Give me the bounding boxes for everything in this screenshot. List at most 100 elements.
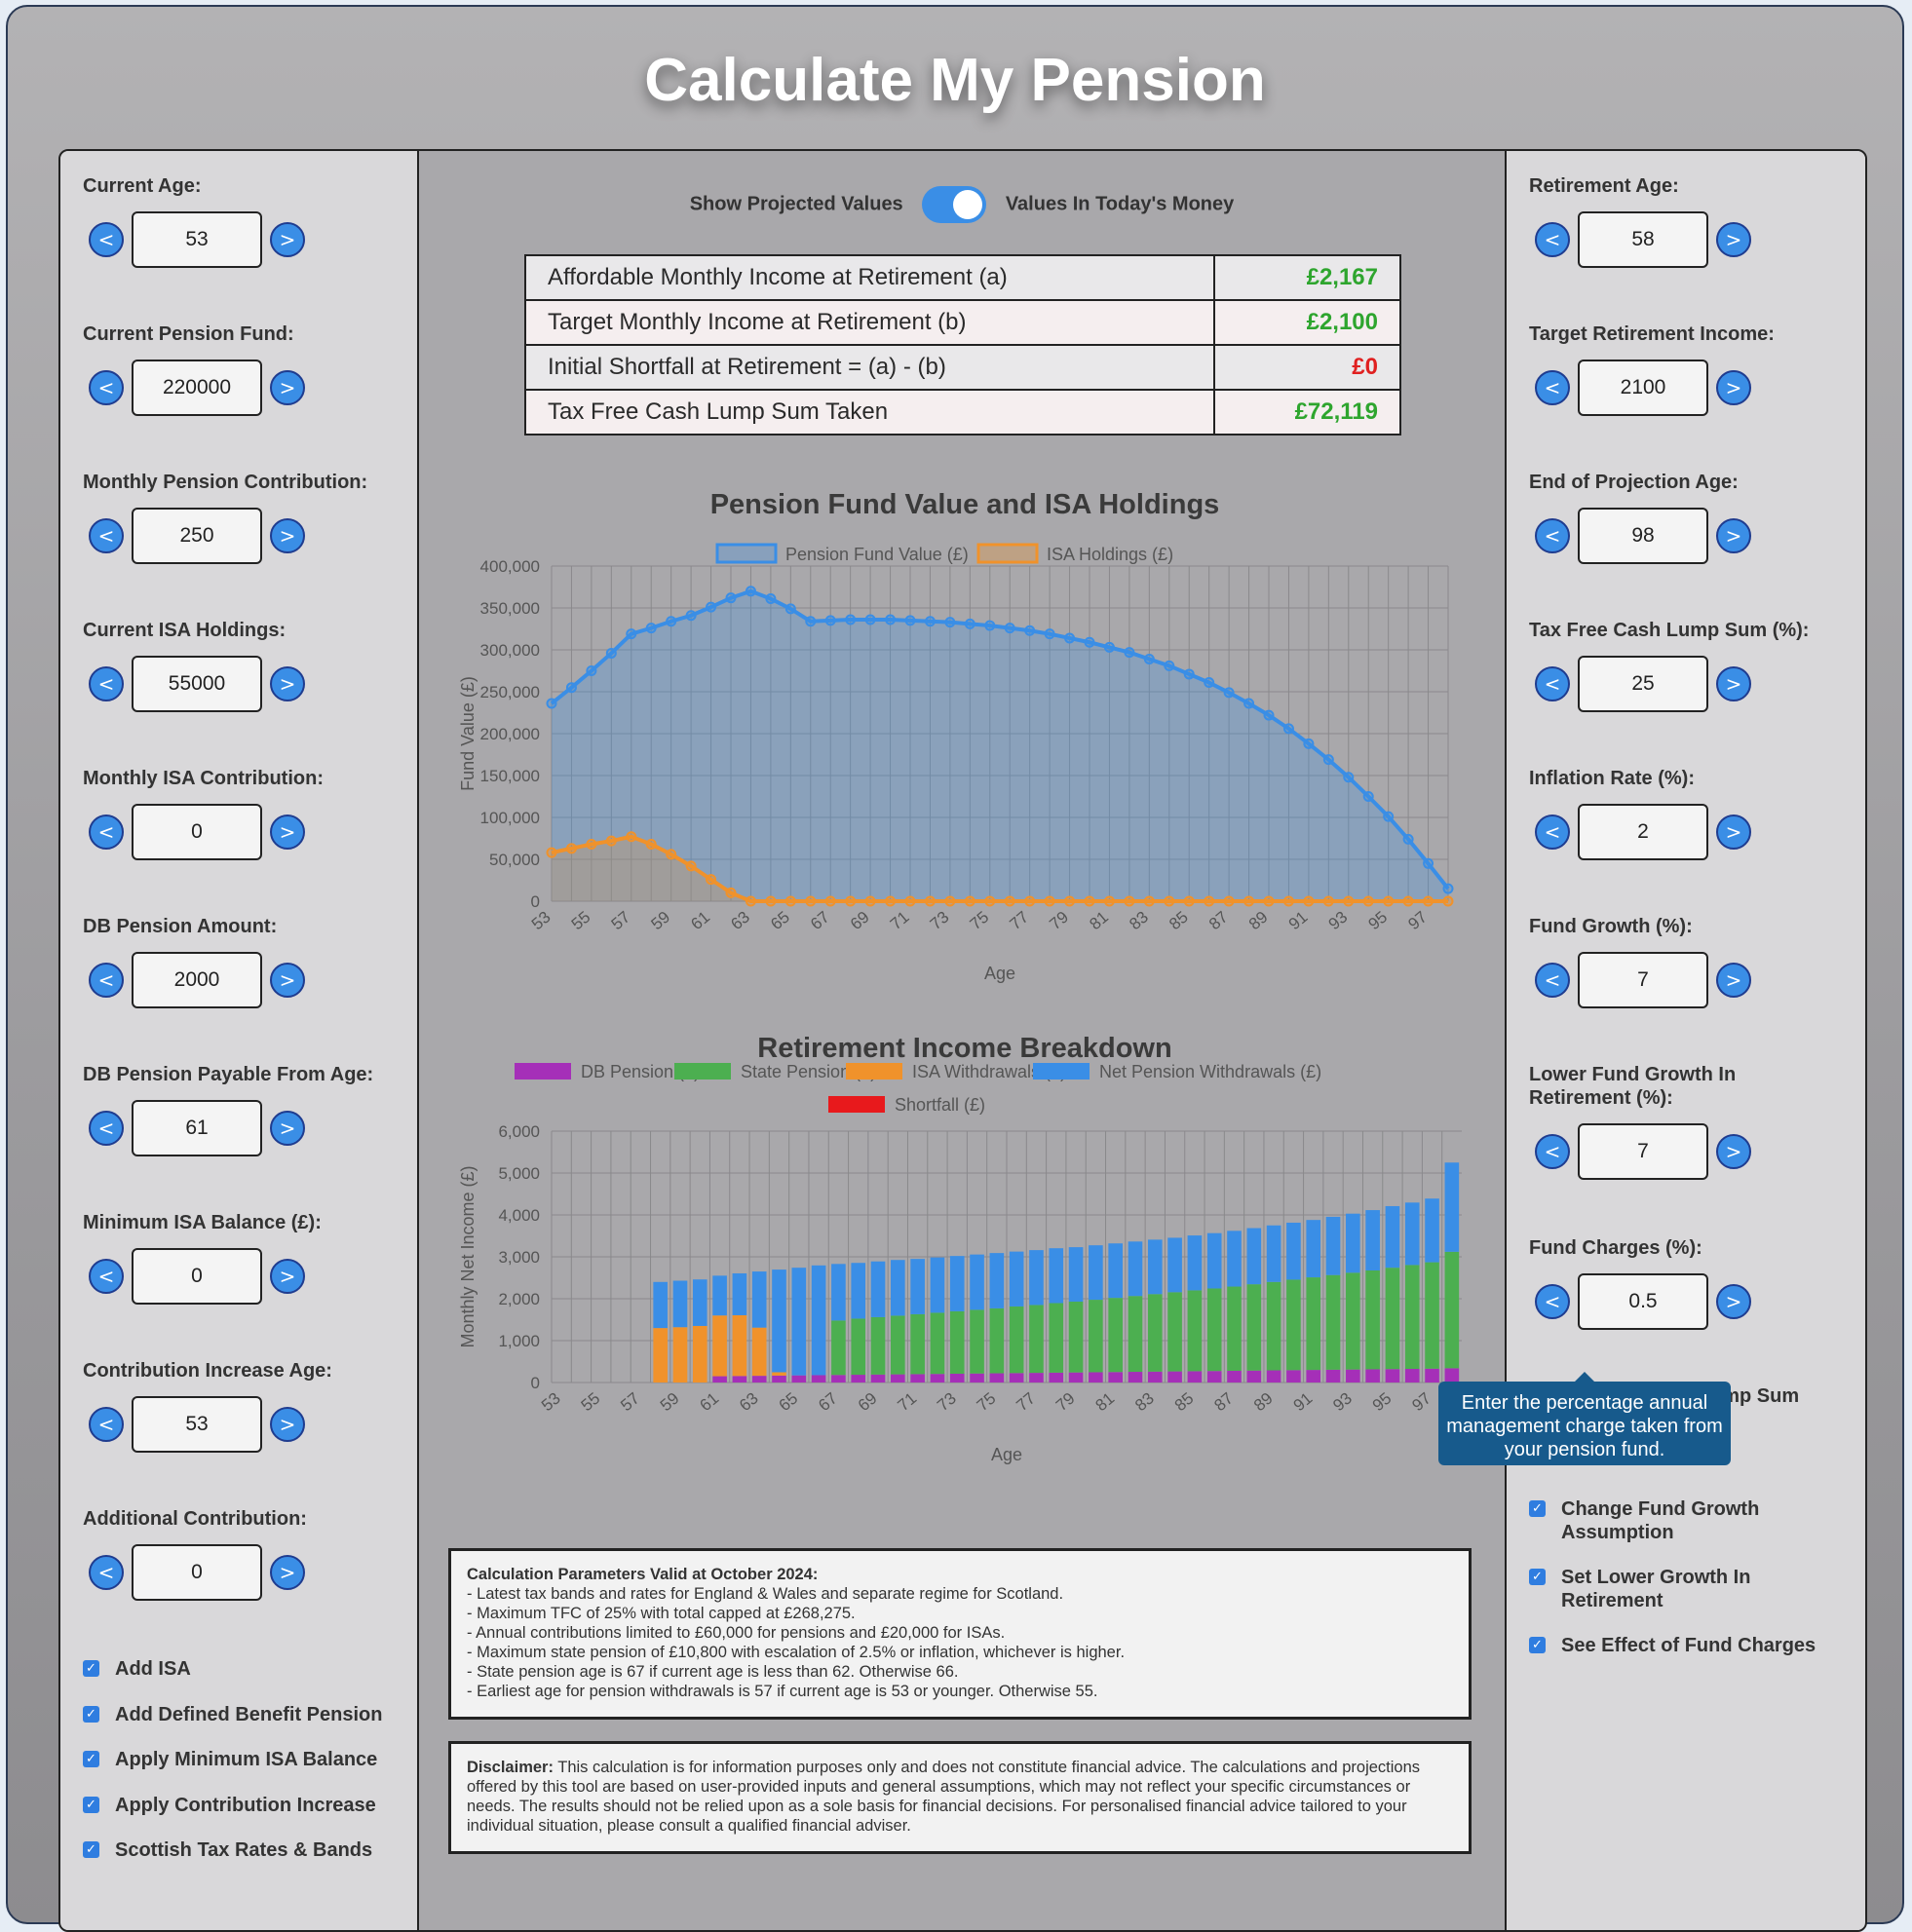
bar-segment[interactable] <box>772 1269 786 1373</box>
bar-segment[interactable] <box>891 1374 905 1383</box>
apply-minimum-isa-balance-checkbox-row[interactable]: ✓ Apply Minimum ISA Balance <box>83 1748 377 1771</box>
data-point[interactable] <box>1004 623 1015 634</box>
data-point[interactable] <box>605 647 617 659</box>
data-point[interactable] <box>765 593 777 605</box>
bar-segment[interactable] <box>1147 1239 1163 1295</box>
db-pension-amount-input[interactable]: 2000 <box>132 952 262 1008</box>
bar-segment[interactable] <box>970 1309 984 1374</box>
bar-segment[interactable] <box>1325 1216 1341 1275</box>
bar-segment[interactable] <box>1068 1247 1084 1303</box>
data-point[interactable] <box>1064 632 1076 644</box>
bar-segment[interactable] <box>1266 1281 1281 1371</box>
data-point[interactable] <box>944 617 956 628</box>
bar-segment[interactable] <box>1128 1296 1143 1373</box>
decrement-button[interactable]: < <box>1535 1134 1570 1169</box>
decrement-button[interactable]: < <box>1535 1284 1570 1319</box>
checkbox[interactable]: ✓ <box>1529 1569 1546 1585</box>
minimum-isa-balance-input[interactable]: 0 <box>132 1248 262 1305</box>
data-point[interactable] <box>546 847 557 858</box>
data-point[interactable] <box>1402 895 1414 907</box>
bar-segment[interactable] <box>930 1312 945 1375</box>
data-point[interactable] <box>1343 772 1355 783</box>
bar-segment[interactable] <box>1206 1371 1222 1383</box>
bar-segment[interactable] <box>692 1279 707 1326</box>
bar-segment[interactable] <box>1009 1373 1024 1383</box>
bar-segment[interactable] <box>1147 1294 1163 1372</box>
data-point[interactable] <box>586 839 597 851</box>
data-point[interactable] <box>964 618 975 629</box>
bar-segment[interactable] <box>1108 1372 1123 1383</box>
bar-segment[interactable] <box>1444 1162 1460 1252</box>
todays-money-toggle[interactable] <box>922 186 987 223</box>
bar-segment[interactable] <box>653 1328 668 1383</box>
data-point[interactable] <box>944 895 956 907</box>
bar-segment[interactable] <box>732 1272 747 1315</box>
increment-button[interactable]: > <box>270 1111 305 1146</box>
legend-swatch[interactable] <box>828 1096 885 1113</box>
bar-segment[interactable] <box>1385 1205 1400 1269</box>
data-point[interactable] <box>845 895 857 907</box>
data-point[interactable] <box>964 895 975 907</box>
scottish-tax-rates-bands-checkbox-row[interactable]: ✓ Scottish Tax Rates & Bands <box>83 1838 372 1862</box>
bar-segment[interactable] <box>870 1261 886 1317</box>
data-point[interactable] <box>1423 857 1434 869</box>
bar-segment[interactable] <box>1227 1370 1242 1383</box>
checkbox[interactable]: ✓ <box>83 1796 99 1813</box>
bar-segment[interactable] <box>970 1373 984 1383</box>
add-isa-checkbox-row[interactable]: ✓ Add ISA <box>83 1657 191 1681</box>
increment-button[interactable]: > <box>270 1407 305 1442</box>
checkbox[interactable]: ✓ <box>1529 1500 1546 1517</box>
data-point[interactable] <box>1402 833 1414 845</box>
data-point[interactable] <box>805 895 817 907</box>
data-point[interactable] <box>1263 709 1275 721</box>
end-of-projection-age-input[interactable]: 98 <box>1578 508 1708 564</box>
data-point[interactable] <box>885 895 897 907</box>
bar-segment[interactable] <box>1266 1225 1281 1282</box>
data-point[interactable] <box>784 603 796 615</box>
data-point[interactable] <box>1223 895 1235 907</box>
bar-segment[interactable] <box>1108 1243 1123 1299</box>
data-point[interactable] <box>645 839 657 851</box>
decrement-button[interactable]: < <box>89 666 124 701</box>
bar-segment[interactable] <box>1089 1300 1103 1373</box>
bar-segment[interactable] <box>692 1325 707 1383</box>
bar-segment[interactable] <box>1306 1277 1321 1371</box>
bar-segment[interactable] <box>891 1260 905 1316</box>
increment-button[interactable]: > <box>1716 1284 1751 1319</box>
bar-segment[interactable] <box>1444 1368 1460 1383</box>
bar-segment[interactable] <box>1009 1306 1024 1374</box>
data-point[interactable] <box>725 592 737 604</box>
data-point[interactable] <box>1442 883 1454 894</box>
data-point[interactable] <box>1303 895 1315 907</box>
data-point[interactable] <box>1204 895 1215 907</box>
checkbox[interactable]: ✓ <box>1529 1637 1546 1653</box>
data-point[interactable] <box>904 615 916 626</box>
data-point[interactable] <box>1084 636 1095 648</box>
data-point[interactable] <box>885 614 897 625</box>
data-point[interactable] <box>1282 723 1294 735</box>
data-point[interactable] <box>706 601 717 613</box>
contribution-increase-age-input[interactable]: 53 <box>132 1396 262 1453</box>
bar-segment[interactable] <box>910 1313 925 1375</box>
bar-segment[interactable] <box>1286 1222 1301 1280</box>
fund-growth-input[interactable]: 7 <box>1578 952 1708 1008</box>
monthly-isa-contribution-input[interactable]: 0 <box>132 804 262 860</box>
bar-segment[interactable] <box>851 1375 866 1383</box>
bar-segment[interactable] <box>851 1318 866 1376</box>
data-point[interactable] <box>1044 628 1055 640</box>
data-point[interactable] <box>1103 641 1115 653</box>
data-point[interactable] <box>1084 895 1095 907</box>
increment-button[interactable]: > <box>270 1259 305 1294</box>
bar-segment[interactable] <box>712 1376 727 1383</box>
decrement-button[interactable]: < <box>1535 518 1570 553</box>
bar-segment[interactable] <box>1325 1274 1341 1370</box>
data-point[interactable] <box>626 831 637 843</box>
data-point[interactable] <box>805 616 817 627</box>
bar-segment[interactable] <box>1365 1269 1380 1370</box>
legend-swatch[interactable] <box>515 1063 571 1080</box>
data-point[interactable] <box>685 860 697 872</box>
bar-segment[interactable] <box>989 1253 1005 1308</box>
decrement-button[interactable]: < <box>89 518 124 553</box>
data-point[interactable] <box>984 895 996 907</box>
db-pension-payable-from-age-input[interactable]: 61 <box>132 1100 262 1156</box>
